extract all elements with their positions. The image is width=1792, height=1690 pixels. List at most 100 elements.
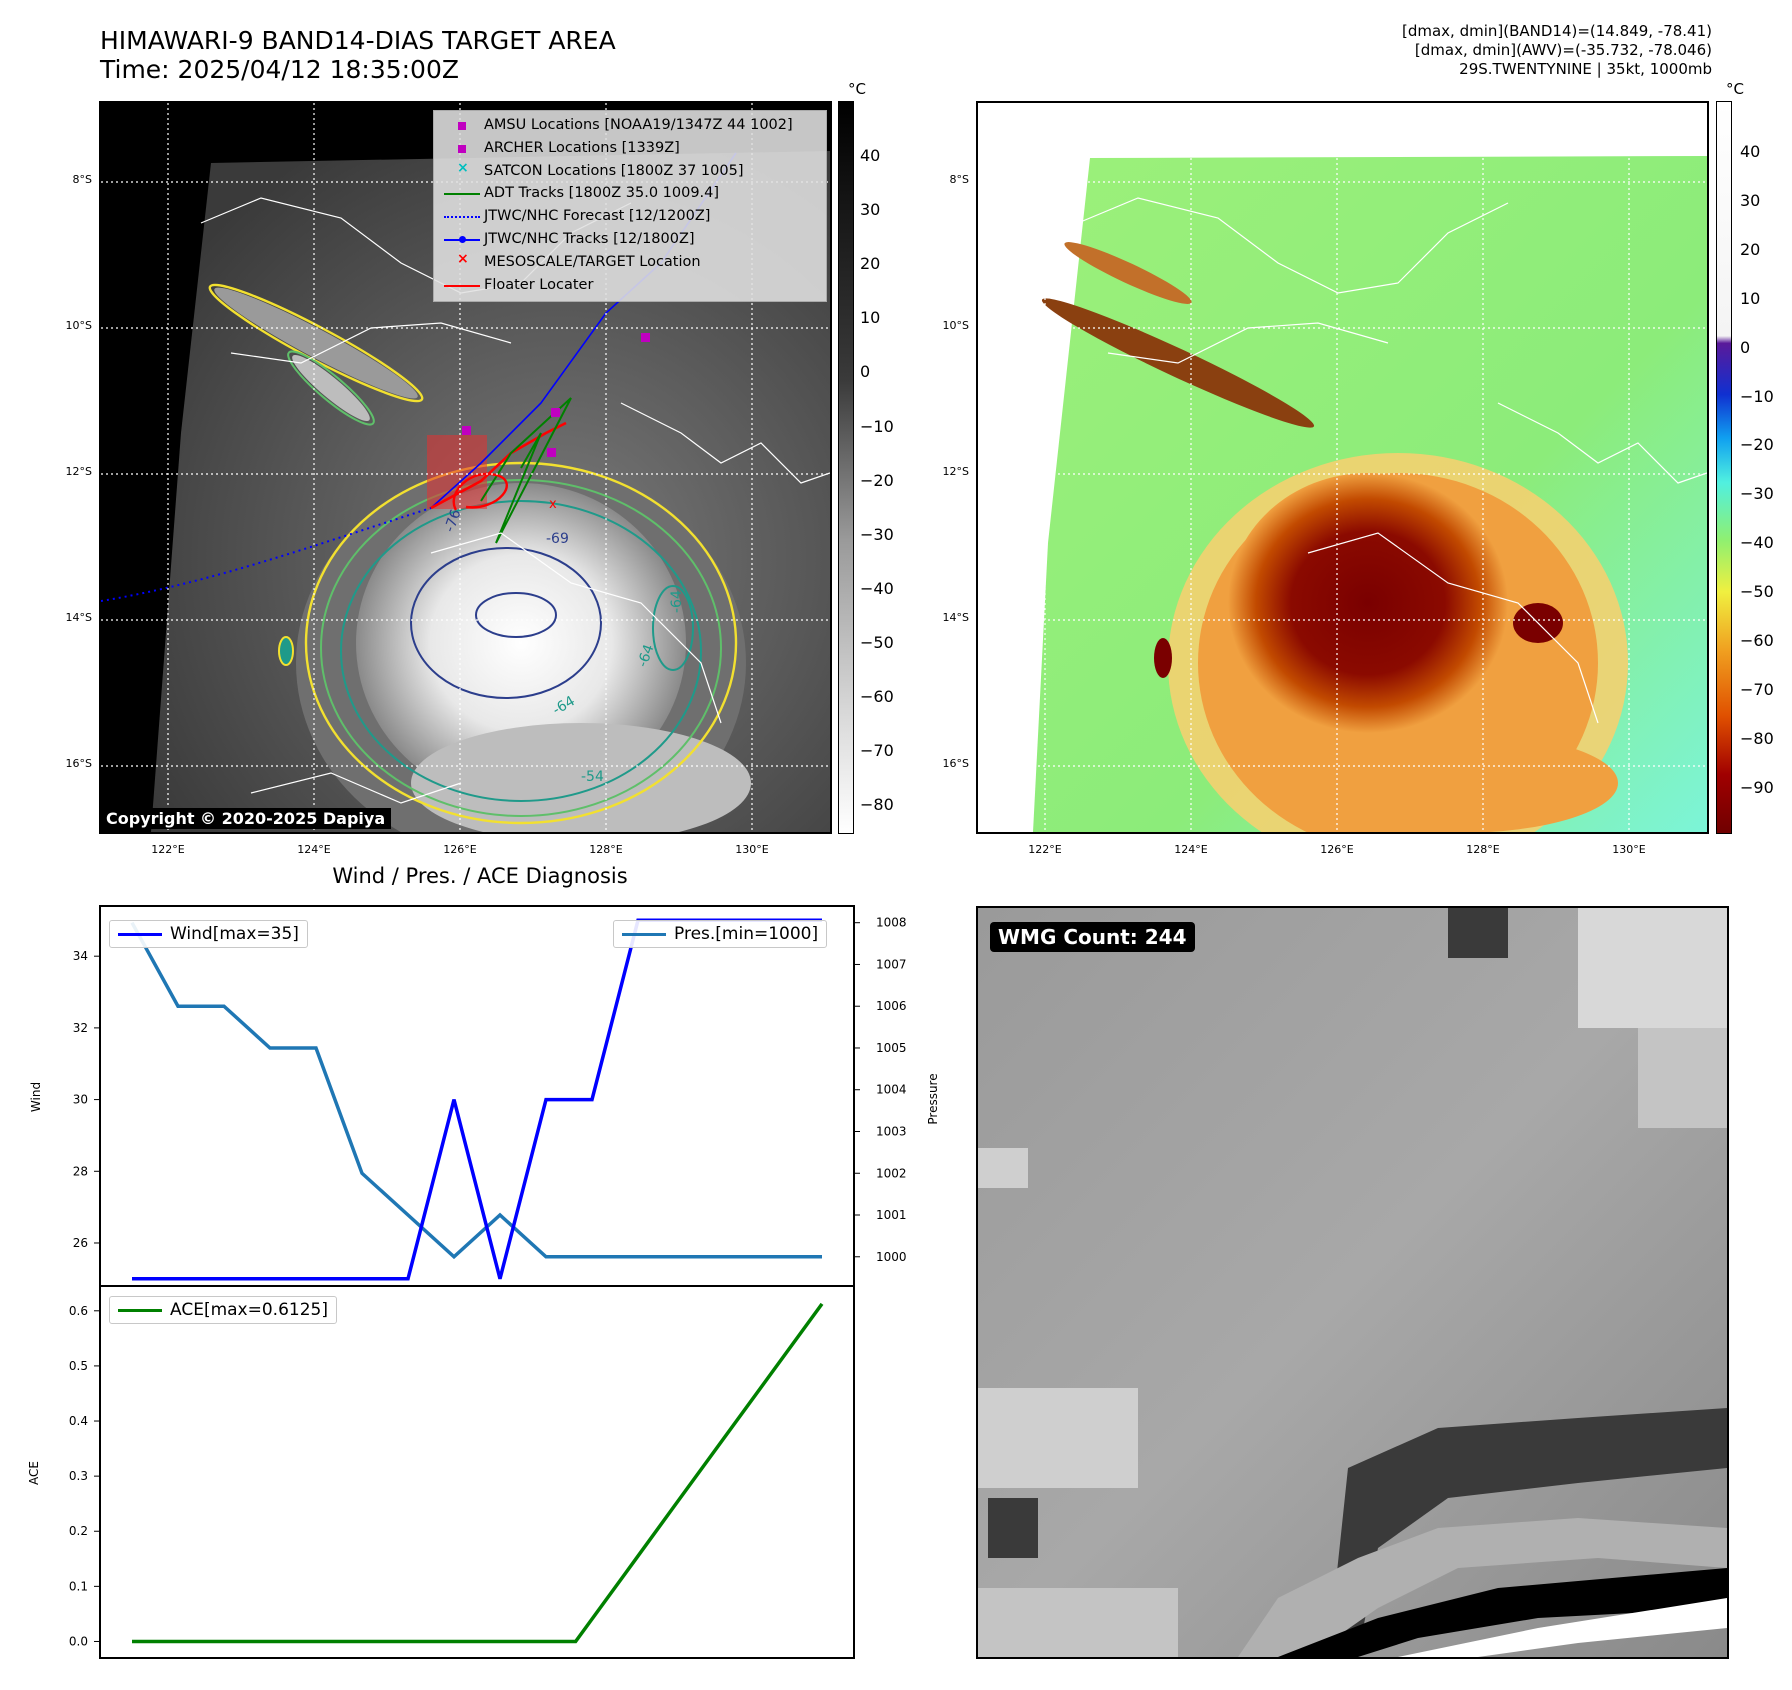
pressure-tick-label: 1000 [876,1250,907,1264]
ir-colorbar-tick: 40 [860,146,881,165]
legend-symbol-icon [442,275,482,297]
ir-colorbar-tick: −20 [860,470,894,490]
awv-colorbar-tick: −30 [1740,484,1774,504]
wind-tick-label: 30 [73,1093,88,1107]
ir-colorbar-tick: 20 [860,254,881,274]
contour-label-6: -64 [669,590,685,613]
ir-colorbar-tick: −80 [860,795,894,815]
legend-symbol-icon [442,229,482,251]
ace-tick-label: 0.1 [69,1579,88,1593]
awv-lon-label-128e: 128°E [1466,843,1500,856]
wind-pressure-plot-frame [99,905,855,1287]
awv-colorbar [1716,101,1732,834]
awv-colorbar-tick: −80 [1740,728,1774,748]
awv-lon-label-124e: 124°E [1174,843,1208,856]
wind-series-line [132,918,822,1281]
wind-legend-label: Wind[max=35] [170,924,299,944]
legend-symbol-icon [442,206,482,228]
wmg-panel [976,906,1729,1659]
lon-label-128e: 128°E [589,843,623,856]
awv-colorbar-tick: −40 [1740,533,1774,553]
wmg-count-badge: WMG Count: 244 [990,922,1195,952]
pressure-tick-label: 1002 [876,1166,907,1180]
wind-tick-label: 32 [73,1021,88,1035]
ace-tick-label: 0.0 [69,1634,88,1648]
map-legend: AMSU Locations [NOAA19/1347Z 44 1002] ARC… [433,110,827,302]
awv-colorbar-tick: −20 [1740,435,1774,455]
pressure-tick-label: 1008 [876,916,907,930]
title-line-1: HIMAWARI-9 BAND14-DIAS TARGET AREA [100,26,616,55]
awv-lat-label-12s: 12°S [942,465,969,478]
awv-lat-label-16s: 16°S [942,757,969,770]
pressure-tick-label: 1006 [876,999,907,1013]
ace-tick-label: 0.4 [69,1414,88,1428]
awv-colorbar-tick: 20 [1740,239,1761,259]
ir-colorbar-tick: 0 [860,362,871,382]
svg-text:x: x [549,497,557,512]
info-line-1: [dmax, dmin](BAND14)=(14.849, -78.41) [1401,22,1712,40]
ir-map-image: x -76 -69 -64 -64 -54 -64 [101,103,830,832]
contour-label-3: -64 [635,642,658,669]
awv-colorbar-tick: 30 [1740,190,1761,210]
ir-colorbar-tick: −30 [860,524,894,544]
legend-label: AMSU Locations [NOAA19/1347Z 44 1002] [484,117,793,133]
diagnosis-chart: 26 28 30 32 34 1000 1001 1002 1003 1004 1005 1006 10… [69,905,907,1659]
lat-label-10s: 10°S [65,319,92,332]
ir-colorbar-tick: −10 [860,416,894,436]
wind-axis-label: Wind [29,1081,43,1113]
ace-legend: ACE[max=0.6125] [109,1296,337,1324]
pressure-legend-swatch [622,932,666,936]
ir-colorbar-tick: −50 [860,632,894,652]
ir-colorbar-unit: °C [848,80,866,98]
wind-tick-label: 34 [73,949,88,963]
ir-colorbar-tick: 10 [860,308,881,328]
ir-colorbar-tick: −60 [860,687,894,706]
info-line-2: [dmax, dmin](AWV)=(-35.732, -78.046) [1414,41,1712,59]
ace-plot-frame [99,1285,855,1659]
pressure-legend: Pres.[min=1000] [613,920,828,948]
contour-label-2: -69 [546,531,569,547]
ace-tick-label: 0.6 [69,1304,88,1318]
ir-colorbar-tick: −40 [860,578,894,598]
pressure-tick-label: 1007 [876,957,907,971]
awv-colorbar-tick: −60 [1740,631,1774,650]
awv-colorbar-tick: −90 [1740,777,1774,797]
pressure-tick-label: 1004 [876,1083,907,1097]
awv-lat-label-14s: 14°S [942,611,969,624]
wind-legend: Wind[max=35] [109,920,308,948]
info-line-3: 29S.TWENTYNINE | 35kt, 1000mb [1459,60,1712,78]
contour-label-5: -54 [581,769,604,785]
wind-tick-label: 26 [73,1236,88,1250]
diagnosis-title: Wind / Pres. / ACE Diagnosis [332,864,628,888]
pressure-tick-label: 1003 [876,1124,907,1138]
awv-lon-label-126e: 126°E [1320,843,1354,856]
ace-series-line [132,1302,824,1644]
storm-info: [dmax, dmin](BAND14)=(14.849, -78.41) [d… [1402,22,1712,79]
pressure-axis-label: Pressure [926,1073,940,1125]
legend-symbol-icon [442,183,482,205]
ir-colorbar [838,101,854,834]
legend-symbol-icon [442,115,482,137]
awv-map-image [978,103,1707,832]
awv-lat-label-8s: 8°S [949,173,969,186]
copyright-badge: Copyright © 2020-2025 Dapiya [100,808,392,829]
wind-legend-swatch [118,932,162,936]
awv-colorbar-unit: °C [1726,80,1744,98]
awv-colorbar-tick: −10 [1740,386,1774,406]
pressure-tick-label: 1001 [876,1208,907,1222]
lat-label-8s: 8°S [72,173,92,186]
legend-label: JTWC/NHC Tracks [12/1800Z] [484,231,695,247]
awv-lon-label-130e: 130°E [1612,843,1646,856]
lon-label-126e: 126°E [443,843,477,856]
lon-label-130e: 130°E [735,843,769,856]
ace-tick-label: 0.5 [69,1359,88,1373]
ir-colorbar-tick: −70 [860,741,894,761]
legend-label: ADT Tracks [1800Z 35.0 1009.4] [484,185,720,202]
legend-label: SATCON Locations [1800Z 37 1005] [484,162,744,179]
legend-label: Floater Locater [484,276,594,293]
pressure-tick-label: 1005 [876,1041,907,1055]
lon-label-122e: 122°E [151,843,185,856]
figure-title: HIMAWARI-9 BAND14-DIAS TARGET AREA Time:… [100,26,616,84]
ace-legend-swatch [118,1308,162,1312]
awv-colorbar-tick: 0 [1740,337,1751,357]
